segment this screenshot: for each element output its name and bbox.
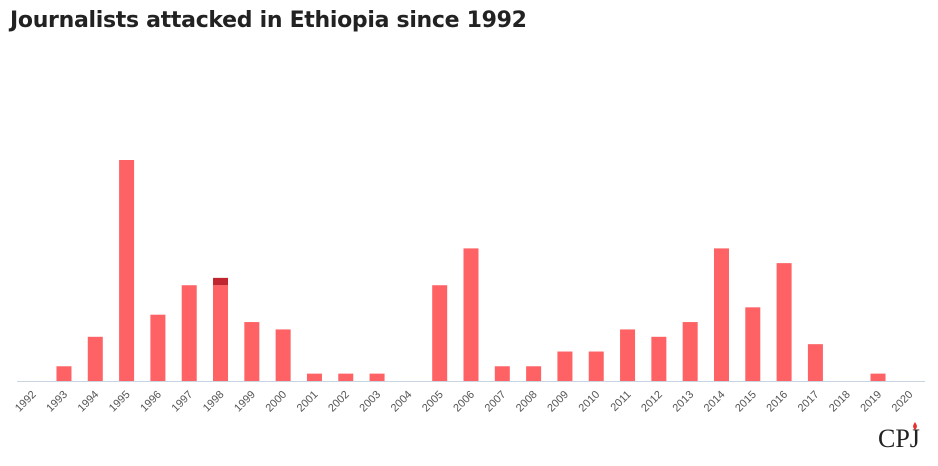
bar-1994 — [87, 336, 103, 381]
x-tick-label: 1992 — [13, 389, 39, 415]
bar-2001 — [306, 373, 322, 381]
bar-1999 — [244, 322, 260, 381]
bar-1993 — [56, 366, 72, 381]
bars-group — [56, 160, 886, 381]
bar-2015 — [745, 307, 761, 381]
bar-2005 — [432, 285, 448, 381]
bar-2011 — [620, 329, 636, 381]
x-tick-label: 1995 — [107, 389, 133, 415]
x-tick-label: 1998 — [201, 389, 227, 415]
bar-2003 — [369, 373, 385, 381]
bar-2010 — [588, 351, 604, 381]
x-tick-label: 1993 — [44, 389, 70, 415]
bar-1997 — [181, 285, 197, 381]
x-tick-label: 1994 — [76, 389, 102, 415]
bar-1996 — [150, 314, 166, 381]
x-tick-label: 2016 — [764, 389, 790, 415]
bar-2019 — [870, 373, 886, 381]
bar-1995 — [119, 160, 135, 381]
x-ticks-group: 1992 1993 1994 1995 1996 1997 1998 1999 2000 2001… — [13, 389, 915, 415]
x-tick-label: 1997 — [170, 389, 196, 415]
x-tick-label: 2018 — [827, 389, 853, 415]
x-tick-label: 2017 — [796, 389, 822, 415]
bar-2013 — [682, 322, 698, 381]
bar-1998 — [213, 285, 229, 381]
cpj-logo: CPJ — [878, 422, 920, 454]
bar-2016 — [776, 263, 792, 381]
x-tick-label: 2007 — [483, 389, 509, 415]
bar-1998-series-1 — [213, 277, 229, 286]
x-tick-label: 2014 — [702, 389, 728, 415]
x-tick-label: 2012 — [639, 389, 665, 415]
bar-2002 — [338, 373, 354, 381]
x-tick-label: 2001 — [295, 389, 321, 415]
x-tick-label: 2013 — [670, 389, 696, 415]
x-tick-label: 1996 — [138, 389, 164, 415]
cpj-logo-text: CPJ — [878, 424, 920, 453]
bar-2009 — [557, 351, 573, 381]
x-tick-label: 2019 — [858, 389, 884, 415]
x-tick-label: 2000 — [263, 389, 289, 415]
x-tick-label: 2003 — [357, 389, 383, 415]
x-tick-label: 2015 — [733, 389, 759, 415]
bar-2014 — [713, 248, 729, 381]
bar-2008 — [526, 366, 542, 381]
bar-2000 — [275, 329, 291, 381]
chart-title: Journalists attacked in Ethiopia since 1… — [10, 8, 527, 33]
x-tick-label: 2008 — [514, 389, 540, 415]
x-tick-label: 2002 — [326, 389, 352, 415]
bar-2007 — [494, 366, 510, 381]
x-tick-label: 2004 — [389, 389, 415, 415]
x-tick-label: 2020 — [890, 389, 916, 415]
x-tick-label: 1999 — [232, 389, 258, 415]
x-tick-label: 2009 — [545, 389, 571, 415]
bar-2006 — [463, 248, 479, 381]
x-tick-label: 2005 — [420, 389, 446, 415]
x-tick-label: 2010 — [577, 389, 603, 415]
x-tick-label: 2011 — [608, 389, 633, 414]
bar-2012 — [651, 336, 667, 381]
bar-2017 — [807, 344, 823, 381]
x-tick-label: 2006 — [451, 389, 477, 415]
cpj-logo-flame-icon — [913, 422, 917, 430]
